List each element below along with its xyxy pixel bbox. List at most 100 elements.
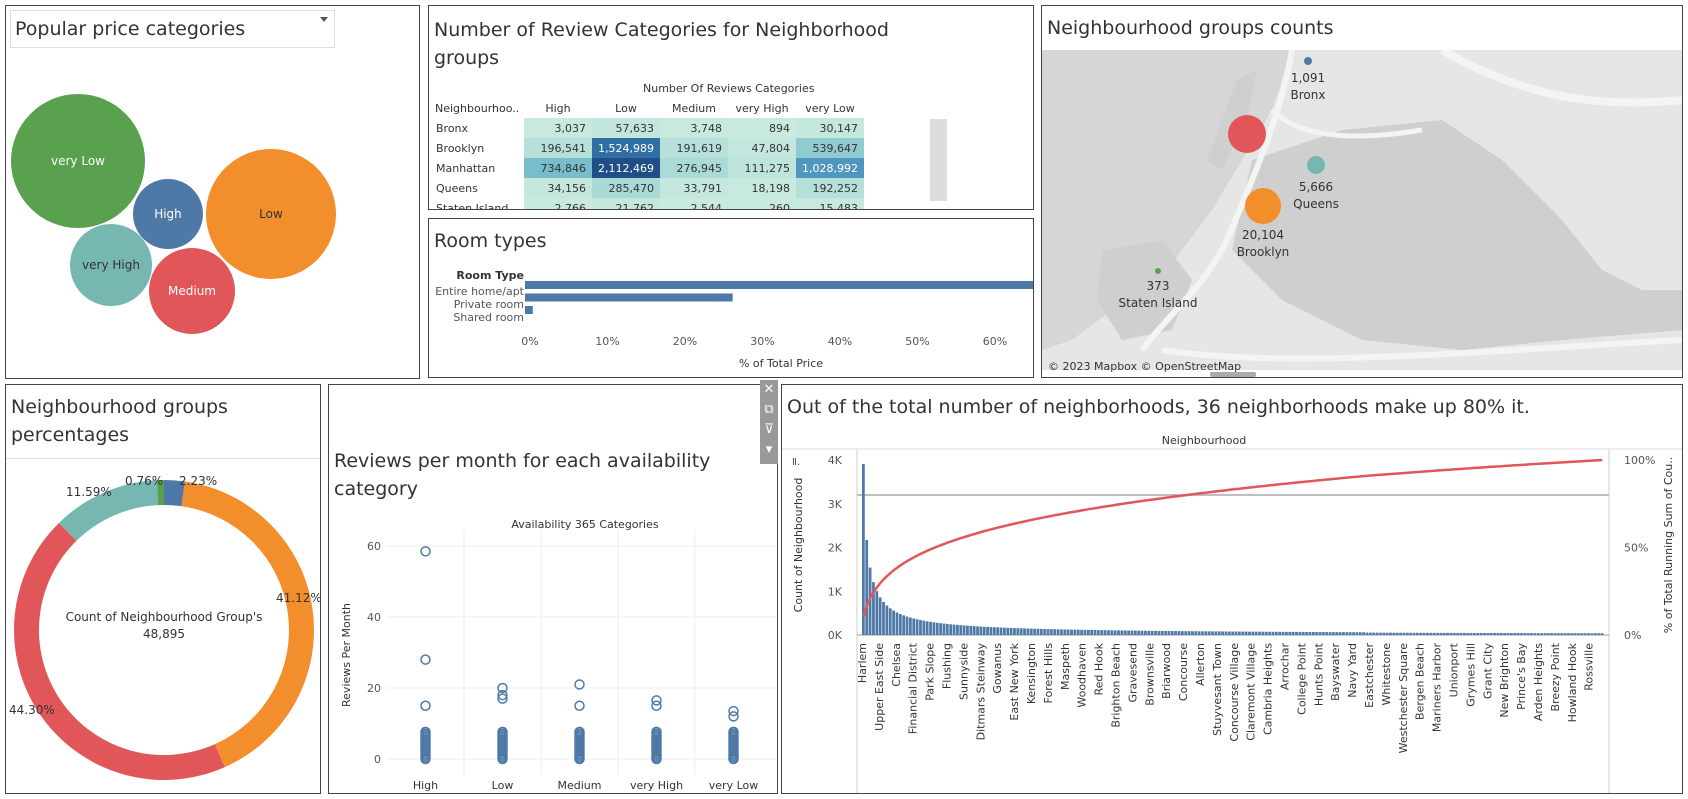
- pareto-bar[interactable]: [999, 627, 1003, 635]
- heat-cell[interactable]: 894: [728, 118, 796, 138]
- pareto-bar[interactable]: [1248, 631, 1251, 635]
- pareto-bar[interactable]: [1211, 631, 1214, 635]
- pareto-bar[interactable]: [1516, 633, 1520, 635]
- heat-cell[interactable]: 260: [728, 198, 796, 209]
- pareto-bar[interactable]: [1375, 632, 1379, 635]
- bubble-medium[interactable]: Medium: [149, 248, 235, 334]
- pareto-bar[interactable]: [1392, 632, 1396, 635]
- pareto-bar[interactable]: [1520, 633, 1523, 635]
- heat-cell[interactable]: 192,252: [796, 178, 864, 198]
- pareto-bar[interactable]: [1436, 632, 1439, 635]
- map-point-manhattan[interactable]: [1228, 115, 1266, 153]
- more-options-icon[interactable]: ▾: [765, 442, 773, 457]
- map-point-bronx[interactable]: 1,091 Bronx: [1291, 57, 1326, 102]
- pareto-bar[interactable]: [1113, 630, 1117, 635]
- pareto-bar[interactable]: [976, 626, 979, 635]
- pareto-bar[interactable]: [1083, 629, 1087, 635]
- pareto-bar[interactable]: [1368, 632, 1372, 635]
- pareto-bar[interactable]: [1170, 631, 1174, 635]
- pareto-bar[interactable]: [1191, 631, 1194, 635]
- heat-cell[interactable]: 539,647: [796, 138, 864, 158]
- pareto-bar[interactable]: [1587, 633, 1590, 635]
- pareto-bar[interactable]: [1580, 633, 1584, 635]
- pareto-bar[interactable]: [986, 626, 989, 635]
- pareto-bar[interactable]: [1452, 632, 1456, 635]
- pareto-bar[interactable]: [1298, 631, 1302, 635]
- pareto-bar[interactable]: [1254, 631, 1258, 635]
- pareto-bar[interactable]: [1147, 630, 1151, 635]
- pareto-bar[interactable]: [1107, 630, 1110, 635]
- pareto-bar[interactable]: [1342, 632, 1345, 635]
- pareto-bar[interactable]: [1533, 633, 1537, 635]
- pareto-bar[interactable]: [1526, 633, 1530, 635]
- pareto-bar[interactable]: [1553, 633, 1557, 635]
- heat-cell[interactable]: 2,544: [660, 198, 728, 209]
- pareto-bar[interactable]: [1476, 632, 1480, 635]
- room-bar[interactable]: [525, 293, 733, 302]
- pareto-bar[interactable]: [1419, 632, 1423, 635]
- heat-cell[interactable]: 276,945: [660, 158, 728, 178]
- map-point-queens[interactable]: 5,666 Queens: [1293, 156, 1339, 211]
- pareto-bar[interactable]: [1429, 632, 1433, 635]
- pareto-bar[interactable]: [1066, 629, 1070, 635]
- pareto-bar[interactable]: [1338, 632, 1342, 635]
- pareto-bar[interactable]: [1365, 632, 1369, 635]
- pareto-bar[interactable]: [1449, 632, 1453, 635]
- pareto-bar[interactable]: [1033, 628, 1036, 635]
- pareto-bar[interactable]: [862, 464, 865, 635]
- room-bar[interactable]: [525, 281, 1034, 289]
- pareto-bar[interactable]: [952, 624, 956, 635]
- table-row[interactable]: Queens 34,156 285,470 33,791 18,198 192,…: [434, 178, 864, 198]
- pareto-bar[interactable]: [902, 615, 906, 635]
- pareto-bar[interactable]: [1180, 631, 1184, 635]
- room-bar[interactable]: [525, 306, 533, 314]
- table-row[interactable]: Brooklyn 196,541 1,524,989 191,619 47,80…: [434, 138, 864, 158]
- pareto-bar[interactable]: [1395, 632, 1399, 635]
- pareto-bar[interactable]: [1110, 630, 1114, 635]
- pareto-bar[interactable]: [1258, 631, 1261, 635]
- pareto-bar[interactable]: [1385, 632, 1389, 635]
- pareto-bar[interactable]: [1402, 632, 1406, 635]
- pareto-bar[interactable]: [1016, 628, 1020, 635]
- heat-cell[interactable]: 191,619: [660, 138, 728, 158]
- pareto-bar[interactable]: [932, 622, 936, 635]
- pareto-bar[interactable]: [1130, 630, 1134, 635]
- pareto-bar[interactable]: [945, 623, 949, 635]
- map-point-brooklyn[interactable]: 20,104 Brooklyn: [1237, 188, 1290, 259]
- pareto-bar[interactable]: [1439, 632, 1443, 635]
- pareto-bar[interactable]: [1546, 633, 1550, 635]
- col-header[interactable]: very High: [735, 101, 789, 115]
- pareto-bar[interactable]: [1513, 633, 1517, 635]
- pareto-bar[interactable]: [1120, 630, 1124, 635]
- heat-cell[interactable]: 285,470: [592, 178, 660, 198]
- bubble-very-high[interactable]: very High: [70, 224, 152, 306]
- pareto-bar[interactable]: [972, 626, 976, 635]
- pareto-bar[interactable]: [966, 625, 969, 635]
- pareto-bar[interactable]: [1123, 630, 1127, 635]
- pareto-bar[interactable]: [1060, 629, 1063, 635]
- pareto-bar[interactable]: [1305, 631, 1308, 635]
- pareto-bar[interactable]: [898, 614, 902, 635]
- pareto-bar[interactable]: [1382, 632, 1386, 635]
- pareto-bar[interactable]: [1039, 628, 1043, 635]
- pareto-bar[interactable]: [1318, 632, 1322, 635]
- pareto-bar[interactable]: [1009, 627, 1013, 635]
- pareto-bar[interactable]: [1264, 631, 1268, 635]
- open-external-icon[interactable]: ⧉: [764, 402, 774, 417]
- pareto-bar[interactable]: [949, 624, 953, 635]
- pareto-bar[interactable]: [1204, 631, 1208, 635]
- pareto-bar[interactable]: [1268, 631, 1272, 635]
- pareto-bar[interactable]: [1295, 631, 1298, 635]
- pareto-bar[interactable]: [1201, 631, 1204, 635]
- pareto-bar[interactable]: [1157, 630, 1161, 635]
- heat-cell[interactable]: 1,524,989: [592, 138, 660, 158]
- pareto-bar[interactable]: [1352, 632, 1355, 635]
- pareto-bar[interactable]: [1221, 631, 1225, 635]
- pareto-bar[interactable]: [1540, 633, 1543, 635]
- pareto-bar[interactable]: [1358, 632, 1362, 635]
- pareto-bar[interactable]: [1405, 632, 1409, 635]
- pareto-bar[interactable]: [1227, 631, 1231, 635]
- pareto-bar[interactable]: [1019, 628, 1023, 635]
- pareto-bar[interactable]: [1274, 631, 1278, 635]
- map-canvas[interactable]: 1,091 Bronx 5,666 Queens 20,104 Brooklyn…: [1042, 50, 1682, 370]
